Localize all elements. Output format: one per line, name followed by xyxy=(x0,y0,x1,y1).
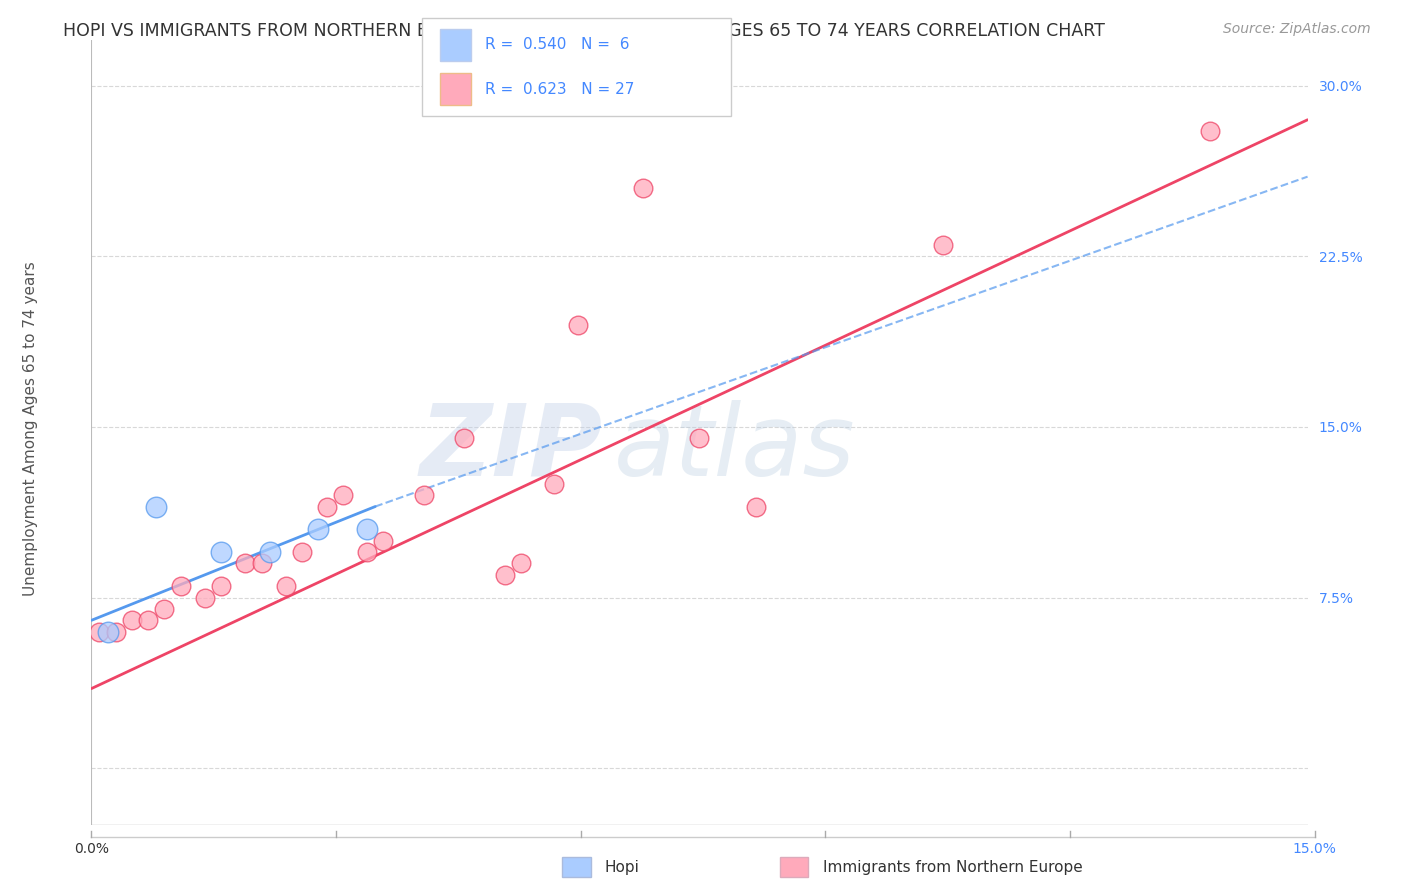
Text: R =  0.540   N =  6: R = 0.540 N = 6 xyxy=(485,37,630,52)
Point xyxy=(97,624,120,639)
Point xyxy=(412,488,434,502)
Point xyxy=(121,613,143,627)
Point xyxy=(543,476,565,491)
Point xyxy=(250,557,273,571)
Point xyxy=(209,579,232,593)
Text: Source: ZipAtlas.com: Source: ZipAtlas.com xyxy=(1223,22,1371,37)
Point xyxy=(1199,124,1222,138)
Point xyxy=(235,557,257,571)
Point xyxy=(510,557,533,571)
Text: 0.0%: 0.0% xyxy=(75,842,108,856)
Point xyxy=(688,431,710,445)
Point xyxy=(745,500,768,514)
Point xyxy=(89,624,111,639)
Text: ZIP: ZIP xyxy=(419,400,602,497)
Point xyxy=(494,567,516,582)
Text: HOPI VS IMMIGRANTS FROM NORTHERN EUROPE UNEMPLOYMENT AMONG AGES 65 TO 74 YEARS C: HOPI VS IMMIGRANTS FROM NORTHERN EUROPE … xyxy=(63,22,1105,40)
Point xyxy=(332,488,354,502)
Point xyxy=(356,545,378,559)
Point xyxy=(145,500,167,514)
Text: 15.0%: 15.0% xyxy=(1292,842,1337,856)
Text: Unemployment Among Ages 65 to 74 years: Unemployment Among Ages 65 to 74 years xyxy=(24,260,38,596)
Point xyxy=(356,522,378,536)
Point xyxy=(631,181,654,195)
Point xyxy=(307,522,329,536)
Point xyxy=(315,500,337,514)
Point xyxy=(373,533,395,548)
Point xyxy=(274,579,297,593)
Point xyxy=(153,602,176,616)
Point xyxy=(291,545,314,559)
Point xyxy=(259,545,281,559)
Point xyxy=(169,579,191,593)
Text: Hopi: Hopi xyxy=(605,860,640,874)
Text: Immigrants from Northern Europe: Immigrants from Northern Europe xyxy=(823,860,1083,874)
Point xyxy=(104,624,127,639)
Point xyxy=(931,238,953,252)
Point xyxy=(136,613,159,627)
Text: R =  0.623   N = 27: R = 0.623 N = 27 xyxy=(485,82,634,96)
Point xyxy=(453,431,475,445)
Point xyxy=(567,318,589,332)
Point xyxy=(194,591,217,605)
Point xyxy=(209,545,232,559)
Text: atlas: atlas xyxy=(614,400,856,497)
